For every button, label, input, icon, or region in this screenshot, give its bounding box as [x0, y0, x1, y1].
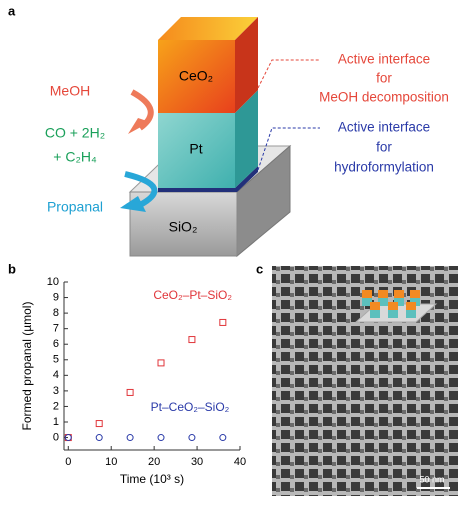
- y-tick-label: 5: [53, 354, 59, 366]
- inset-array: [354, 290, 438, 323]
- marker: [126, 388, 134, 396]
- ceo2-side: [235, 17, 258, 113]
- pt-side: [235, 90, 258, 188]
- y-tick-label: 0: [53, 431, 59, 443]
- leader-line: [257, 59, 320, 89]
- annotation: MeOH decomposition: [319, 90, 449, 105]
- marker: [126, 434, 134, 442]
- annotation: Active interface: [338, 52, 430, 67]
- marker: [64, 434, 72, 442]
- panel-label: c: [256, 261, 263, 276]
- pt-front: [158, 113, 235, 188]
- marker: [219, 318, 227, 326]
- marker: [219, 434, 227, 442]
- x-tick-label: 20: [148, 456, 160, 468]
- arrowhead: [128, 118, 150, 134]
- y-tick-label: 4: [53, 369, 59, 381]
- panel-label: a: [8, 3, 16, 18]
- layer-label: SiO₂: [169, 219, 198, 235]
- marker: [157, 359, 165, 367]
- series-label: Pt–CeO₂–SiO₂: [151, 400, 230, 414]
- products: CO + 2H₂: [45, 125, 105, 141]
- x-axis-label: Time (10³ s): [120, 472, 184, 486]
- interface-line: [158, 166, 258, 192]
- panel-label: b: [8, 261, 16, 276]
- scale-bar-label: 50 nm: [419, 474, 444, 484]
- y-tick-label: 2: [53, 400, 59, 412]
- layer-label: CeO₂: [179, 68, 213, 84]
- y-tick-label: 9: [53, 291, 59, 303]
- annotation: for: [376, 71, 392, 86]
- marker: [188, 434, 196, 442]
- y-tick-label: 3: [53, 385, 59, 397]
- y-tick-label: 7: [53, 323, 59, 335]
- marker: [188, 336, 196, 344]
- x-tick-label: 40: [234, 456, 246, 468]
- reactant: MeOH: [50, 83, 90, 99]
- annotation: for: [376, 140, 392, 155]
- leader-line: [257, 127, 320, 171]
- products: + C₂H₄: [53, 149, 97, 165]
- x-tick-label: 10: [105, 456, 117, 468]
- arrowhead: [120, 196, 146, 212]
- marker: [95, 434, 103, 442]
- ceo2-front: [158, 40, 235, 113]
- x-tick-label: 30: [191, 456, 203, 468]
- y-tick-label: 8: [53, 307, 59, 319]
- y-tick-label: 6: [53, 338, 59, 350]
- annotation: Active interface: [338, 120, 430, 135]
- series-label: CeO₂–Pt–SiO₂: [153, 288, 232, 302]
- marker: [157, 434, 165, 442]
- marker: [95, 420, 103, 428]
- annotation: hydroformylation: [334, 160, 434, 175]
- ceo2-top: [158, 17, 258, 40]
- x-tick-label: 0: [65, 456, 71, 468]
- y-axis-label: Formed propanal (µmol): [20, 302, 34, 431]
- y-tick-label: 10: [47, 276, 59, 288]
- product: Propanal: [47, 199, 103, 215]
- layer-label: Pt: [189, 141, 202, 157]
- y-tick-label: 1: [53, 416, 59, 428]
- arrow: [124, 171, 158, 208]
